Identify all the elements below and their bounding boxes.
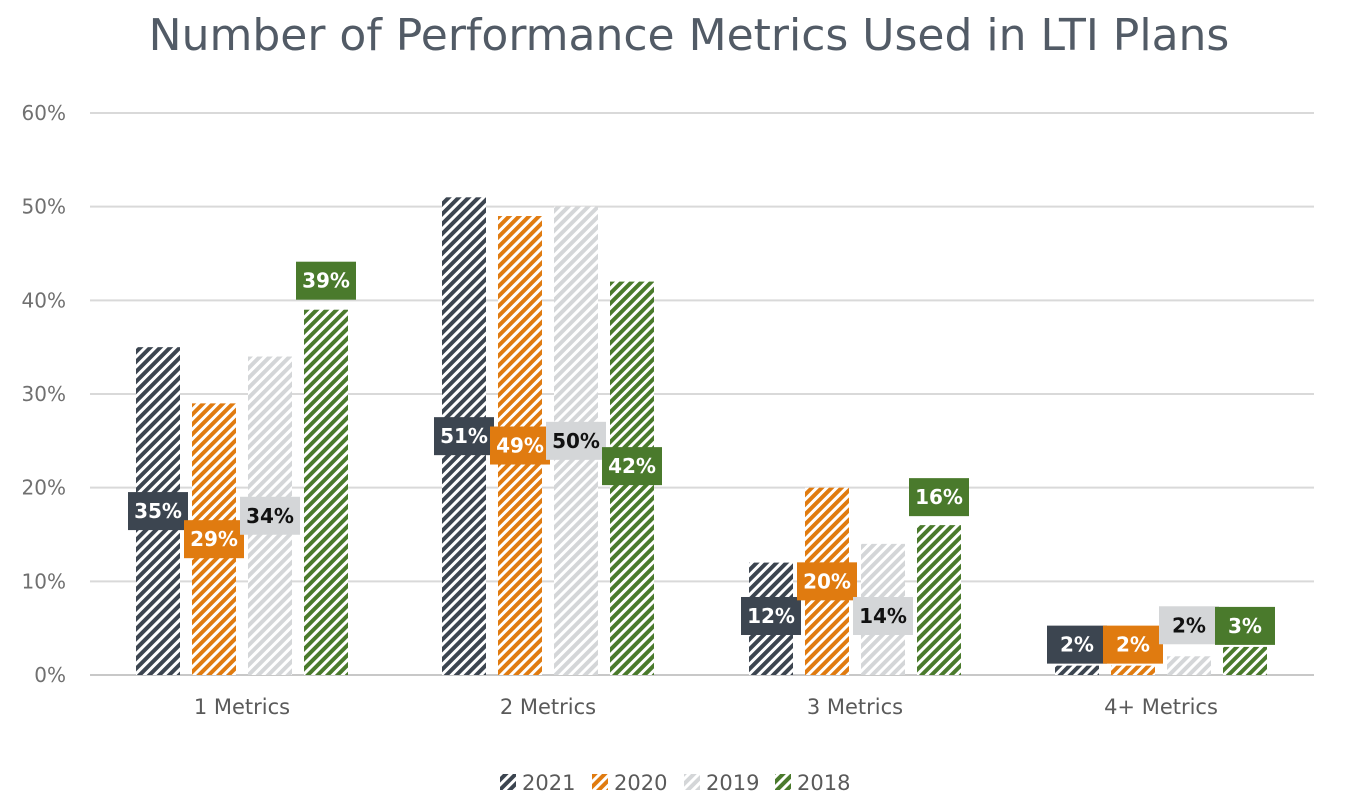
- data-label: 2%: [1103, 625, 1163, 664]
- bar-2018-3-metrics: [917, 525, 961, 675]
- svg-text:49%: 49%: [496, 434, 544, 458]
- data-label: 34%: [240, 496, 300, 535]
- data-labels: 35% 29% 34% 39% 51% 49% 50% 42% 12% 20% 14% 16% 2% 2%…: [128, 261, 1275, 664]
- legend-swatch: [775, 774, 791, 790]
- y-tick-label: 10%: [22, 569, 66, 593]
- svg-text:2021: 2021: [522, 771, 575, 795]
- svg-text:12%: 12%: [747, 604, 795, 628]
- y-axis-ticks: 0% 10% 20% 30% 40% 50% 60%: [22, 101, 66, 687]
- legend-swatch: [684, 774, 700, 790]
- y-tick-label: 40%: [22, 288, 66, 312]
- svg-text:50%: 50%: [552, 429, 600, 453]
- svg-text:29%: 29%: [190, 527, 238, 551]
- y-tick-label: 30%: [22, 382, 66, 406]
- data-label: 35%: [128, 492, 188, 531]
- gridlines: [90, 112, 1314, 676]
- data-label: 14%: [853, 596, 913, 635]
- chart-title: Number of Performance Metrics Used in LT…: [148, 10, 1230, 61]
- legend-swatch: [592, 774, 608, 790]
- bar-2018-1-metrics: [304, 309, 348, 675]
- data-label: 39%: [296, 261, 356, 300]
- svg-text:2018: 2018: [797, 771, 850, 795]
- svg-text:3%: 3%: [1228, 614, 1262, 638]
- svg-text:14%: 14%: [859, 604, 907, 628]
- legend-swatch: [500, 774, 516, 790]
- svg-text:20%: 20%: [803, 569, 851, 593]
- data-label: 16%: [909, 478, 969, 517]
- legend-item-2019: 2019: [684, 771, 759, 795]
- svg-text:35%: 35%: [134, 499, 182, 523]
- svg-text:2020: 2020: [614, 771, 667, 795]
- svg-text:2019: 2019: [706, 771, 759, 795]
- data-label: 2%: [1047, 625, 1107, 664]
- x-tick-label: 4+ Metrics: [1104, 695, 1218, 719]
- bar-2020-4-metrics: [1111, 665, 1155, 675]
- svg-text:39%: 39%: [302, 269, 350, 293]
- svg-text:2%: 2%: [1116, 633, 1150, 657]
- data-label: 50%: [546, 421, 606, 460]
- bar-2019-4-metrics: [1167, 656, 1211, 675]
- bar-2021-4-metrics: [1055, 665, 1099, 675]
- data-label: 49%: [490, 426, 550, 465]
- y-tick-label: 60%: [22, 101, 66, 125]
- y-tick-label: 0%: [34, 663, 66, 687]
- data-label: 29%: [184, 520, 244, 559]
- x-tick-label: 3 Metrics: [807, 695, 903, 719]
- legend-item-2020: 2020: [592, 771, 667, 795]
- data-label: 51%: [434, 417, 494, 456]
- x-tick-label: 1 Metrics: [194, 695, 290, 719]
- data-label: 12%: [741, 596, 801, 635]
- svg-text:42%: 42%: [608, 454, 656, 478]
- legend-item-2021: 2021: [500, 771, 575, 795]
- svg-text:51%: 51%: [440, 424, 488, 448]
- svg-text:2%: 2%: [1172, 613, 1206, 637]
- x-axis-ticks: 1 Metrics 2 Metrics 3 Metrics 4+ Metrics: [194, 695, 1218, 719]
- bar-2018-4-metrics: [1223, 646, 1267, 675]
- x-tick-label: 2 Metrics: [500, 695, 596, 719]
- data-label: 3%: [1215, 606, 1275, 645]
- svg-text:34%: 34%: [246, 504, 294, 528]
- svg-text:16%: 16%: [915, 485, 963, 509]
- data-label: 20%: [797, 562, 857, 601]
- data-label: 2%: [1159, 606, 1219, 645]
- legend: 2021 2020 2019 2018: [500, 771, 850, 795]
- y-tick-label: 20%: [22, 476, 66, 500]
- legend-item-2018: 2018: [775, 771, 850, 795]
- y-tick-label: 50%: [22, 195, 66, 219]
- data-label: 42%: [602, 447, 662, 486]
- svg-text:2%: 2%: [1060, 633, 1094, 657]
